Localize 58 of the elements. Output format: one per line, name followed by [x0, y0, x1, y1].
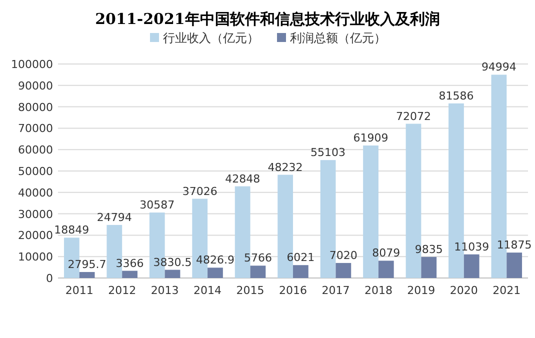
x-tick-label: 2014 [194, 284, 222, 297]
y-tick-label: 60000 [18, 144, 53, 157]
data-label: 30587 [140, 198, 175, 212]
y-tick-label: 90000 [18, 79, 53, 92]
bar [79, 272, 95, 278]
x-tick-label: 2018 [364, 284, 392, 297]
data-label: 8079 [372, 246, 400, 260]
data-label: 24794 [96, 210, 132, 224]
data-label: 6021 [286, 251, 315, 264]
x-tick-label: 2017 [322, 284, 350, 297]
bar [421, 256, 437, 278]
x-tick-label: 2011 [65, 284, 94, 297]
x-tick-label: 2015 [236, 284, 264, 297]
y-tick-label: 50000 [18, 165, 53, 178]
x-tick-label: 2019 [407, 284, 436, 297]
x-tick-label: 2016 [279, 284, 307, 297]
data-label: 9835 [414, 242, 443, 256]
y-tick-label: 40000 [18, 186, 53, 200]
y-tick-label: 0 [46, 272, 53, 285]
legend-label: 利润总额（亿元） [290, 31, 386, 45]
data-label: 55103 [310, 146, 346, 160]
data-label: 3366 [116, 256, 144, 270]
data-label: 5766 [244, 252, 272, 265]
data-label: 7020 [329, 248, 358, 262]
data-label: 4826.9 [196, 254, 234, 267]
data-label: 48232 [268, 160, 303, 174]
bar [208, 268, 223, 278]
y-tick-label: 80000 [18, 100, 53, 114]
data-label: 11875 [496, 238, 532, 252]
x-tick-label: 2021 [492, 284, 521, 297]
data-label: 42848 [225, 172, 260, 186]
data-label: 61909 [353, 132, 388, 145]
bar [506, 252, 522, 278]
bar [464, 254, 480, 278]
bar [336, 262, 352, 278]
y-tick-label: 100000 [11, 58, 53, 71]
y-tick-label: 10000 [18, 250, 53, 264]
data-label: 3830.5 [153, 256, 192, 269]
bar [378, 260, 394, 278]
x-tick-label: 2013 [150, 284, 179, 297]
data-label: 2795.7 [68, 258, 106, 272]
data-label: 18849 [54, 224, 90, 237]
data-label: 37026 [182, 184, 218, 198]
bar [122, 270, 138, 278]
y-tick-label: 20000 [18, 229, 53, 242]
data-label: 94994 [481, 60, 516, 74]
bar [164, 270, 180, 278]
x-tick-label: 2012 [108, 284, 136, 297]
y-tick-label: 30000 [18, 208, 53, 221]
bar [293, 265, 308, 278]
data-label: 11039 [454, 240, 490, 254]
y-tick-label: 70000 [18, 122, 53, 136]
bar [250, 266, 266, 278]
x-tick-label: 2020 [450, 284, 478, 297]
data-label: 81586 [438, 89, 474, 102]
data-label: 72072 [396, 110, 431, 123]
chart-title: 2011-2021年中国软件和信息技术行业收入及利润 [95, 10, 440, 28]
legend-label: 行业收入（亿元） [163, 31, 259, 45]
